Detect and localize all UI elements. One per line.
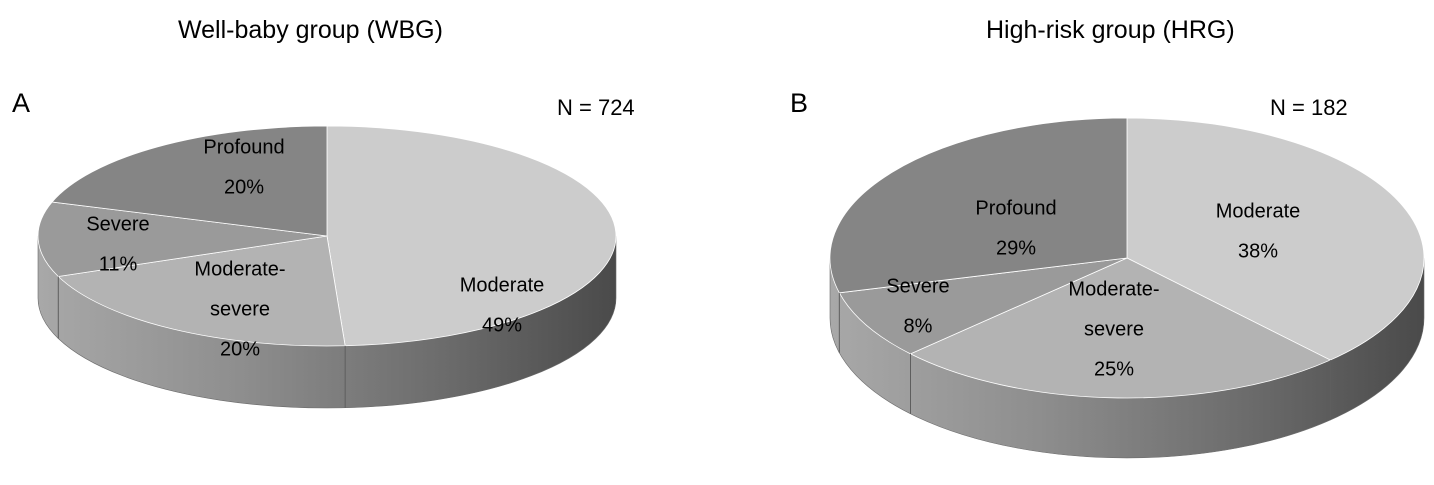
pie-chart: Moderate 38% Moderate-severe 25% Severe 8% Pro… — [829, 117, 1425, 459]
pie-slice — [57, 235, 346, 347]
slice-category-label: Profound — [203, 136, 284, 158]
slice-category-label: Severe — [86, 213, 149, 235]
pie-slice — [326, 125, 617, 347]
pie-slice — [829, 117, 1128, 294]
panel-letter: A — [12, 88, 31, 118]
slice-percent-label: 11% — [99, 253, 138, 275]
slice-percent-label: 29% — [996, 237, 1036, 259]
slice-percent-label: 25% — [1094, 358, 1134, 380]
pie-slice — [838, 257, 1128, 355]
slice-percent-label: 49% — [482, 314, 522, 336]
pie-slice — [37, 201, 328, 277]
pie-slice — [1126, 117, 1425, 361]
slice-category-label: severe — [1084, 318, 1144, 340]
slice-category-label: Moderate- — [1068, 278, 1159, 300]
slice-category-label: severe — [210, 298, 270, 320]
slice-category-label: Severe — [886, 275, 949, 297]
slice-category-label: Moderate — [460, 274, 545, 296]
chart-title: High-risk group (HRG) — [986, 16, 1235, 44]
pie-slice — [909, 257, 1332, 399]
panel-letter: B — [790, 88, 809, 118]
slice-percent-label: 8% — [904, 315, 933, 337]
pie-chart: Moderate 49% Moderate-severe 20% Severe 11% Pr… — [37, 125, 617, 409]
slice-category-label: Profound — [975, 197, 1056, 219]
chart-panel-b: High-risk group (HRG) B N = 182 Moderate… — [717, 0, 1434, 485]
slice-percent-label: 20% — [220, 338, 260, 360]
sample-size-label: N = 182 — [1270, 95, 1348, 120]
slice-percent-label: 20% — [224, 176, 264, 198]
slice-percent-label: 38% — [1238, 240, 1278, 262]
pie-slice — [51, 125, 328, 237]
sample-size-label: N = 724 — [557, 95, 635, 120]
slice-category-label: Moderate- — [194, 258, 285, 280]
chart-title: Well-baby group (WBG) — [178, 16, 443, 44]
slice-category-label: Moderate — [1216, 200, 1301, 222]
chart-panel-a: Well-baby group (WBG) A N = 724 Moderate… — [12, 16, 635, 409]
